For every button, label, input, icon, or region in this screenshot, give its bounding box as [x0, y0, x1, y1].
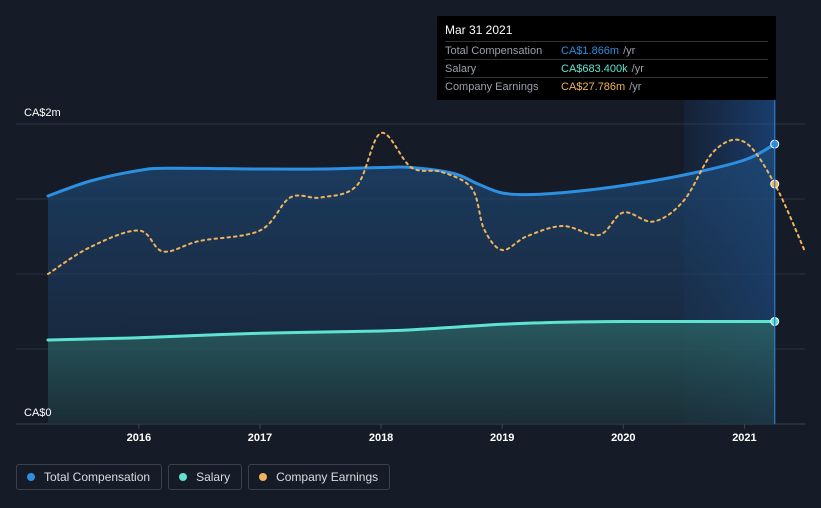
legend-label: Salary — [196, 470, 231, 484]
x-tick-label: 2018 — [369, 432, 393, 444]
series-areas — [48, 144, 775, 424]
legend-item-company-earnings[interactable]: Company Earnings — [248, 464, 391, 490]
tooltip-row-unit: /yr — [631, 62, 644, 75]
y-tick-label: CA$2m — [24, 107, 61, 119]
salary-area — [48, 321, 775, 424]
tooltip-row-value: CA$27.786m — [561, 80, 626, 93]
tooltip-date: Mar 31 2021 — [445, 23, 513, 37]
legend-dot-icon — [27, 473, 35, 481]
x-tick-label: 2021 — [732, 432, 756, 444]
x-axis: 2016 2017 2018 2019 2020 2021 — [127, 424, 757, 444]
tooltip-row-value: CA$1.866m — [561, 44, 620, 57]
tooltip-row-company-earnings: Company Earnings CA$27.786m /yr — [445, 77, 768, 95]
legend-dot-icon — [259, 473, 268, 481]
tooltip-row-salary: Salary CA$683.400k /yr — [445, 59, 768, 77]
legend-label: Company Earnings — [276, 470, 379, 484]
tooltip-row-label: Company Earnings — [445, 80, 539, 93]
tooltip-row-unit: /yr — [629, 80, 642, 93]
tooltip-row-value: CA$683.400k — [561, 62, 628, 75]
y-axis: CA$0 CA$2m — [24, 107, 61, 419]
x-tick-label: 2019 — [490, 432, 514, 444]
salary-line — [46, 319, 777, 342]
total-compensation-line — [46, 142, 777, 198]
legend-item-total-compensation[interactable]: Total Compensation — [16, 464, 163, 490]
legend-label: Total Compensation — [44, 470, 151, 484]
x-tick-label: 2020 — [611, 432, 635, 444]
legend-dot-icon — [179, 473, 188, 481]
company-earnings-line — [47, 131, 806, 275]
legend-item-salary[interactable]: Salary — [168, 464, 243, 490]
tooltip-row-unit: /yr — [623, 44, 636, 57]
series-lines — [46, 131, 806, 342]
tooltip-row-label: Salary — [445, 62, 477, 75]
tooltip: Mar 31 2021 Total Compensation CA$1.866m… — [437, 16, 776, 100]
tooltip-row-label: Total Compensation — [445, 44, 543, 57]
legend: Total Compensation Salary Company Earnin… — [16, 464, 391, 490]
x-tick-label: 2017 — [248, 432, 272, 444]
tooltip-row-total-compensation: Total Compensation CA$1.866m /yr — [445, 41, 768, 59]
x-tick-label: 2016 — [127, 432, 151, 444]
y-tick-label: CA$0 — [24, 407, 52, 419]
